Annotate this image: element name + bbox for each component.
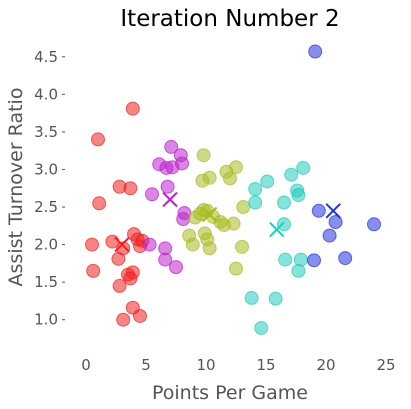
- y-tick-label: 2.0: [34, 236, 58, 254]
- data-point-cluster-4: [248, 195, 263, 210]
- data-point-cluster-5: [308, 44, 323, 59]
- y-tick-label: 3.5: [34, 123, 58, 141]
- centroid-cluster-3: [201, 206, 218, 223]
- data-point-cluster-4: [254, 320, 269, 335]
- y-tick-label: 1.5: [34, 273, 58, 291]
- y-tick-label: 4.5: [34, 48, 58, 66]
- y-tick-label: 3.0: [34, 160, 58, 178]
- data-point-cluster-3: [196, 148, 211, 163]
- x-tick-label: 5: [141, 356, 151, 374]
- data-point-cluster-3: [235, 239, 249, 254]
- x-tick-label: 20: [316, 356, 335, 374]
- x-tick-label: 10: [196, 356, 215, 374]
- data-point-cluster-3: [185, 237, 200, 252]
- data-point-cluster-1: [86, 263, 101, 278]
- data-point-cluster-2: [176, 212, 191, 227]
- centroid-cluster-1: [114, 236, 130, 253]
- x-axis-label: Points Per Game: [152, 382, 308, 404]
- chart-title: Iteration Number 2: [120, 6, 339, 32]
- x-tick-label: 25: [376, 356, 395, 374]
- data-point-cluster-4: [291, 263, 306, 278]
- data-point-cluster-4: [277, 195, 291, 210]
- data-point-cluster-2: [160, 179, 175, 194]
- data-point-cluster-3: [202, 241, 217, 256]
- data-point-cluster-1: [92, 196, 107, 211]
- data-point-cluster-3: [229, 261, 243, 276]
- data-point-cluster-1: [123, 271, 138, 286]
- data-point-cluster-1: [116, 241, 131, 256]
- centroid-cluster-2: [162, 191, 178, 208]
- x-tick-label: 0: [81, 356, 91, 374]
- centroid-markers: [114, 191, 341, 253]
- data-point-cluster-2: [142, 237, 157, 252]
- data-point-cluster-4: [278, 252, 293, 267]
- data-point-cluster-2: [169, 260, 183, 275]
- axis-ticks: 0 5 10 15 20 25 1.0 1.5 2.0 2.5 3.0 3.5 4.0 4.5: [34, 48, 395, 374]
- data-point-cluster-5: [322, 228, 337, 243]
- data-point-cluster-1: [116, 312, 131, 327]
- x-tick-label: 15: [256, 356, 275, 374]
- y-axis-label: Assist Turnover Ratio: [5, 88, 27, 287]
- data-point-cluster-1: [85, 237, 99, 252]
- data-point-cluster-4: [284, 167, 299, 182]
- data-point-cluster-3: [226, 216, 241, 231]
- data-point-cluster-3: [229, 160, 243, 175]
- data-point-cluster-2: [158, 252, 173, 267]
- data-point-cluster-2: [145, 187, 159, 202]
- data-point-cluster-5: [311, 203, 326, 218]
- data-point-cluster-4: [277, 217, 291, 232]
- data-point-cluster-3: [236, 200, 251, 215]
- y-tick-label: 1.0: [34, 311, 58, 329]
- data-point-cluster-4: [268, 291, 283, 306]
- data-point-cluster-2: [175, 156, 189, 171]
- data-point-cluster-5: [307, 253, 321, 268]
- data-point-cluster-3: [195, 173, 210, 188]
- centroid-cluster-5: [325, 203, 341, 219]
- data-point-cluster-5: [367, 217, 381, 232]
- y-tick-label: 2.5: [34, 198, 58, 216]
- y-tick-label: 4.0: [34, 85, 58, 103]
- data-point-cluster-1: [133, 308, 147, 323]
- data-point-cluster-2: [164, 139, 179, 154]
- data-point-cluster-3: [223, 171, 237, 186]
- data-point-cluster-5: [328, 215, 343, 230]
- data-points: [85, 44, 381, 335]
- data-point-cluster-1: [125, 101, 140, 116]
- data-point-cluster-1: [112, 278, 127, 293]
- data-point-cluster-4: [244, 290, 259, 305]
- data-point-cluster-4: [260, 174, 275, 189]
- data-point-cluster-4: [248, 181, 263, 196]
- data-point-cluster-1: [91, 132, 105, 147]
- data-point-cluster-4: [296, 160, 311, 175]
- data-point-cluster-4: [291, 188, 306, 203]
- data-point-cluster-4: [293, 252, 308, 267]
- data-point-cluster-1: [123, 181, 138, 196]
- centroid-cluster-4: [269, 221, 285, 238]
- data-point-cluster-5: [338, 251, 353, 266]
